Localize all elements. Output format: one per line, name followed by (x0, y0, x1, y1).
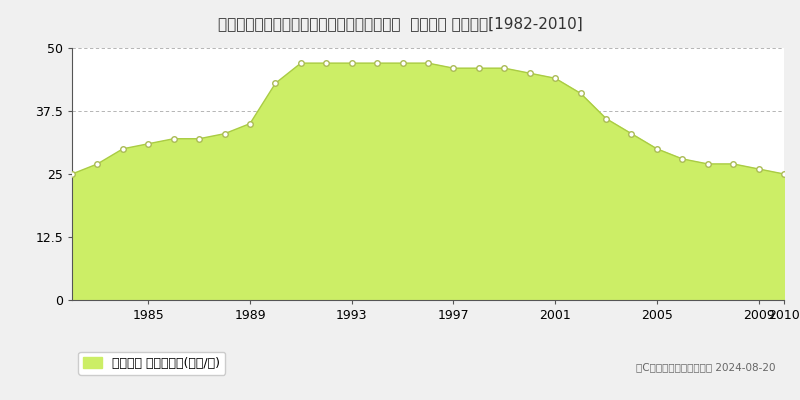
Text: 兵庫県姫路市広畑区西夢前台７丁目１１５番  地価公示 地価推移[1982-2010]: 兵庫県姫路市広畑区西夢前台７丁目１１５番 地価公示 地価推移[1982-2010… (218, 16, 582, 31)
Legend: 地価公示 平均坪単価(万円/坪): 地価公示 平均坪単価(万円/坪) (78, 352, 225, 375)
Text: （C）土地価格ドットコム 2024-08-20: （C）土地価格ドットコム 2024-08-20 (637, 362, 776, 372)
